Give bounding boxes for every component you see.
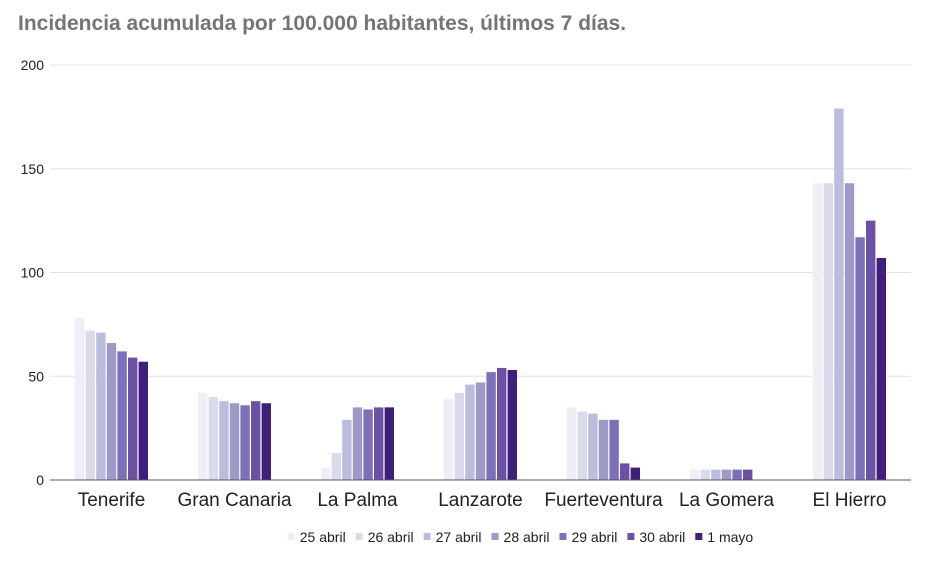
bar <box>577 411 587 480</box>
x-tick-label: Lanzarote <box>438 490 523 511</box>
bar <box>465 384 475 480</box>
legend-item: 1 mayo <box>695 529 753 545</box>
y-tick-label: 150 <box>21 161 45 177</box>
legend-swatch <box>627 533 635 540</box>
y-tick-label: 50 <box>28 368 44 384</box>
bar <box>475 382 486 480</box>
legend-item: 30 abril <box>627 529 685 545</box>
bar <box>588 413 598 480</box>
bar <box>106 343 117 480</box>
bar <box>374 407 384 480</box>
legend-swatch <box>695 533 703 540</box>
legend-label: 26 abril <box>368 529 414 545</box>
legend-swatch <box>423 533 431 540</box>
bar <box>486 372 496 480</box>
bar <box>732 469 742 480</box>
legend-swatch <box>491 533 499 540</box>
legend-swatch <box>287 533 295 540</box>
legend-label: 27 abril <box>436 529 482 545</box>
bar <box>507 370 517 480</box>
bar <box>208 397 218 480</box>
bar <box>876 257 886 480</box>
bar <box>855 237 865 480</box>
bar <box>743 469 753 480</box>
bar <box>444 399 454 480</box>
bar <box>219 401 229 480</box>
legend-label: 30 abril <box>639 529 685 545</box>
bar <box>711 469 721 480</box>
legend-item: 29 abril <box>559 529 617 545</box>
y-tick-label: 0 <box>36 472 44 488</box>
x-tick-label: Tenerife <box>78 490 146 511</box>
chart-title: Incidencia acumulada por 100.000 habitan… <box>18 12 627 35</box>
bar <box>251 401 261 480</box>
bar <box>75 318 85 480</box>
legend-item: 25 abril <box>287 529 346 545</box>
bar <box>567 407 577 480</box>
legend-label: 29 abril <box>571 529 617 545</box>
legend-item: 26 abril <box>355 529 414 545</box>
bar <box>240 405 250 480</box>
bar <box>700 469 710 480</box>
bar <box>844 183 855 480</box>
bar <box>454 392 464 480</box>
bar <box>609 419 619 480</box>
x-tick-label: Fuerteventura <box>544 490 663 511</box>
legend-item: 27 abril <box>423 529 482 545</box>
bar <box>630 467 640 480</box>
bar <box>117 351 127 480</box>
bar <box>331 453 341 480</box>
bar <box>128 357 138 480</box>
bar <box>384 407 394 480</box>
bar <box>261 403 271 480</box>
bar <box>690 469 700 480</box>
y-tick-label: 200 <box>21 57 45 73</box>
bar <box>721 469 732 480</box>
y-tick-label: 100 <box>21 265 45 281</box>
legend-label: 25 abril <box>300 529 346 545</box>
bar <box>229 403 240 480</box>
bar <box>834 108 844 480</box>
bar <box>497 367 507 480</box>
x-tick-label: La Palma <box>317 490 398 511</box>
bar <box>198 392 208 480</box>
bar <box>813 183 823 480</box>
bar <box>363 409 373 480</box>
legend-item: 28 abril <box>491 529 550 545</box>
x-tick-label: Gran Canaria <box>177 490 291 511</box>
bar <box>85 330 95 480</box>
legend-swatch <box>559 533 567 540</box>
legend-label: 28 abril <box>504 529 550 545</box>
legend-swatch <box>355 533 363 540</box>
legend-label: 1 mayo <box>707 529 753 545</box>
bar <box>823 183 833 480</box>
bar <box>321 467 331 480</box>
bar <box>342 419 352 480</box>
bar <box>352 407 363 480</box>
bar <box>138 361 148 480</box>
x-tick-label: La Gomera <box>679 490 774 511</box>
bar <box>96 332 106 480</box>
bar <box>620 463 630 480</box>
bar <box>866 220 876 480</box>
x-tick-label: El Hierro <box>813 490 887 511</box>
bar <box>598 419 609 480</box>
